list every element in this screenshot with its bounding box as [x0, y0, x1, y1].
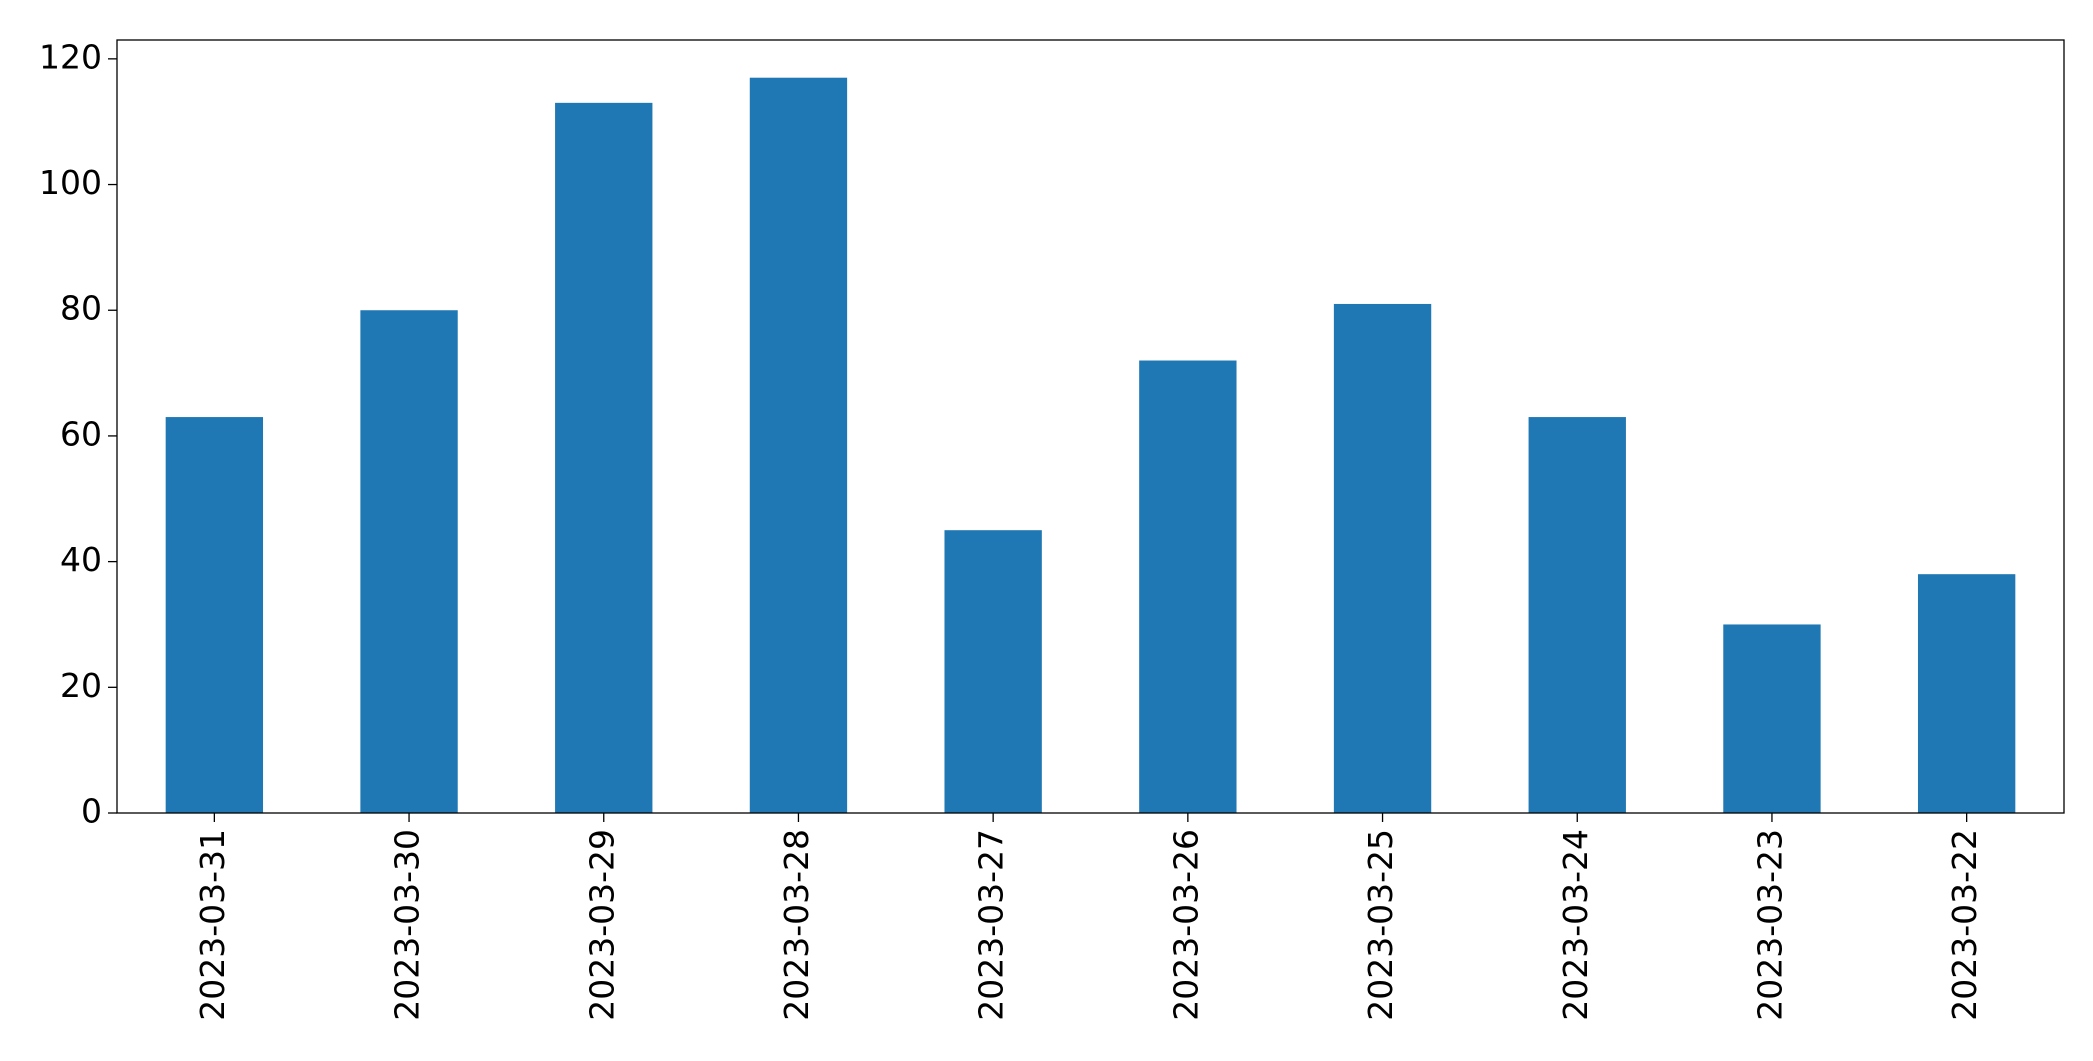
y-tick-label: 80: [60, 289, 102, 328]
y-tick-label: 40: [60, 540, 102, 579]
x-tick-label: 2023-03-27: [972, 829, 1011, 1021]
y-tick-label: 20: [60, 666, 102, 705]
bar: [1917, 574, 2016, 813]
bar: [944, 530, 1042, 813]
x-tick-label: 2023-03-29: [582, 829, 621, 1021]
x-tick-label: 2023-03-28: [777, 829, 816, 1021]
bar: [360, 310, 458, 813]
y-tick-label: 100: [39, 163, 102, 202]
bar: [1333, 303, 1432, 813]
x-tick-label: 2023-03-31: [193, 829, 232, 1021]
bar: [555, 102, 653, 814]
bar: [1528, 417, 1626, 813]
bar: [749, 77, 848, 813]
bar: [1139, 360, 1237, 813]
bar: [1723, 624, 1821, 813]
x-tick-label: 2023-03-22: [1945, 829, 1984, 1021]
plot-frame: [116, 39, 2065, 814]
x-tick-label: 2023-03-23: [1750, 829, 1789, 1021]
x-tick-label: 2023-03-30: [388, 829, 427, 1021]
x-tick-label: 2023-03-25: [1361, 829, 1400, 1021]
bar: [165, 417, 264, 813]
x-tick-label: 2023-03-24: [1556, 829, 1595, 1021]
y-tick-label: 0: [81, 792, 102, 831]
y-tick-label: 60: [60, 414, 102, 453]
y-tick-label: 120: [39, 37, 102, 76]
x-tick-label: 2023-03-26: [1166, 829, 1205, 1021]
